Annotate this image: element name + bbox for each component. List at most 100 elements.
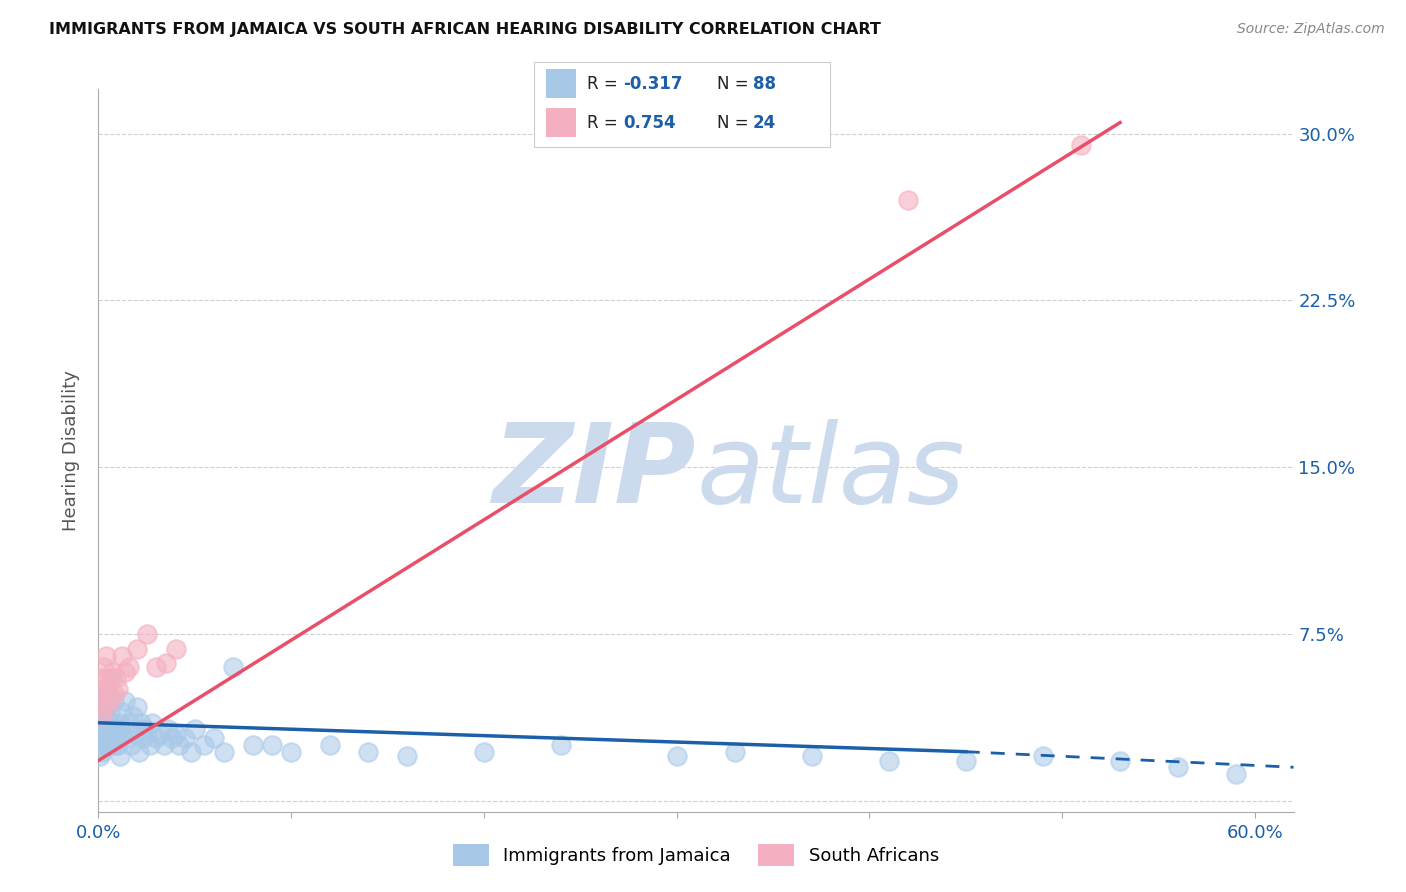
Point [357, 745, 380, 759]
Point [91, 715, 114, 730]
Point [1225, 767, 1247, 781]
Point [1070, 137, 1092, 152]
Point [98, 693, 121, 707]
Point [135, 727, 157, 741]
Point [89, 749, 111, 764]
Point [174, 731, 197, 746]
Point [103, 693, 125, 707]
Text: -0.317: -0.317 [623, 75, 682, 93]
Point [193, 738, 215, 752]
Point [101, 738, 124, 752]
Point [110, 649, 132, 664]
Point [114, 665, 136, 679]
Text: N =: N = [717, 113, 754, 132]
Point [93, 705, 115, 719]
Point [103, 731, 125, 746]
Point [280, 745, 302, 759]
Point [104, 738, 127, 752]
Point [125, 700, 148, 714]
Point [1167, 760, 1189, 774]
Point [89, 727, 111, 741]
Point [139, 738, 162, 752]
Point [108, 749, 131, 764]
Point [104, 727, 127, 741]
Point [91, 727, 114, 741]
Point [184, 723, 207, 737]
Point [135, 627, 157, 641]
Y-axis label: Hearing Disability: Hearing Disability [62, 370, 80, 531]
Point [222, 660, 245, 674]
Point [94, 649, 117, 664]
Point [98, 731, 121, 746]
Point [91, 745, 114, 759]
Text: R =: R = [588, 113, 623, 132]
Point [149, 727, 172, 741]
Point [98, 705, 121, 719]
Point [145, 660, 167, 674]
Point [97, 727, 120, 741]
Point [91, 682, 114, 697]
Point [165, 642, 187, 657]
Point [101, 727, 124, 741]
Point [169, 738, 191, 752]
Point [132, 731, 155, 746]
Point [93, 738, 115, 752]
Point [93, 715, 115, 730]
Point [395, 749, 418, 764]
Point [97, 687, 120, 701]
FancyBboxPatch shape [534, 62, 830, 147]
Text: atlas: atlas [696, 418, 965, 525]
Point [665, 749, 688, 764]
Point [93, 700, 115, 714]
Text: 24: 24 [752, 113, 776, 132]
Point [1109, 754, 1132, 768]
Point [723, 745, 745, 759]
Point [877, 754, 900, 768]
Point [550, 738, 572, 752]
Point [97, 682, 120, 697]
Point [89, 671, 111, 685]
Point [94, 682, 117, 697]
Point [202, 731, 225, 746]
Point [107, 727, 129, 741]
Point [134, 723, 156, 737]
Point [91, 738, 114, 752]
Point [800, 749, 823, 764]
Point [89, 705, 111, 719]
Point [1032, 749, 1054, 764]
Point [108, 715, 131, 730]
Point [101, 671, 124, 685]
Point [129, 715, 152, 730]
Point [107, 682, 129, 697]
Point [260, 738, 283, 752]
Point [94, 709, 117, 723]
Point [103, 687, 125, 701]
Text: ZIP: ZIP [492, 418, 696, 525]
Point [110, 705, 132, 719]
Point [101, 665, 124, 679]
Point [91, 709, 114, 723]
Point [472, 745, 495, 759]
Text: N =: N = [717, 75, 754, 93]
Point [319, 738, 342, 752]
Point [117, 731, 139, 746]
Point [91, 693, 114, 707]
Point [93, 660, 115, 674]
Text: 88: 88 [752, 75, 776, 93]
Point [128, 745, 150, 759]
Point [180, 745, 202, 759]
Point [98, 723, 121, 737]
Point [122, 709, 145, 723]
Point [955, 754, 977, 768]
Point [94, 727, 117, 741]
Point [103, 715, 125, 730]
Point [89, 693, 111, 707]
Point [93, 731, 115, 746]
Point [89, 715, 111, 730]
Point [124, 727, 146, 741]
Point [145, 731, 167, 746]
Point [212, 745, 235, 759]
Bar [546, 70, 575, 98]
Legend: Immigrants from Jamaica, South Africans: Immigrants from Jamaica, South Africans [444, 835, 948, 875]
Text: Source: ZipAtlas.com: Source: ZipAtlas.com [1237, 22, 1385, 37]
